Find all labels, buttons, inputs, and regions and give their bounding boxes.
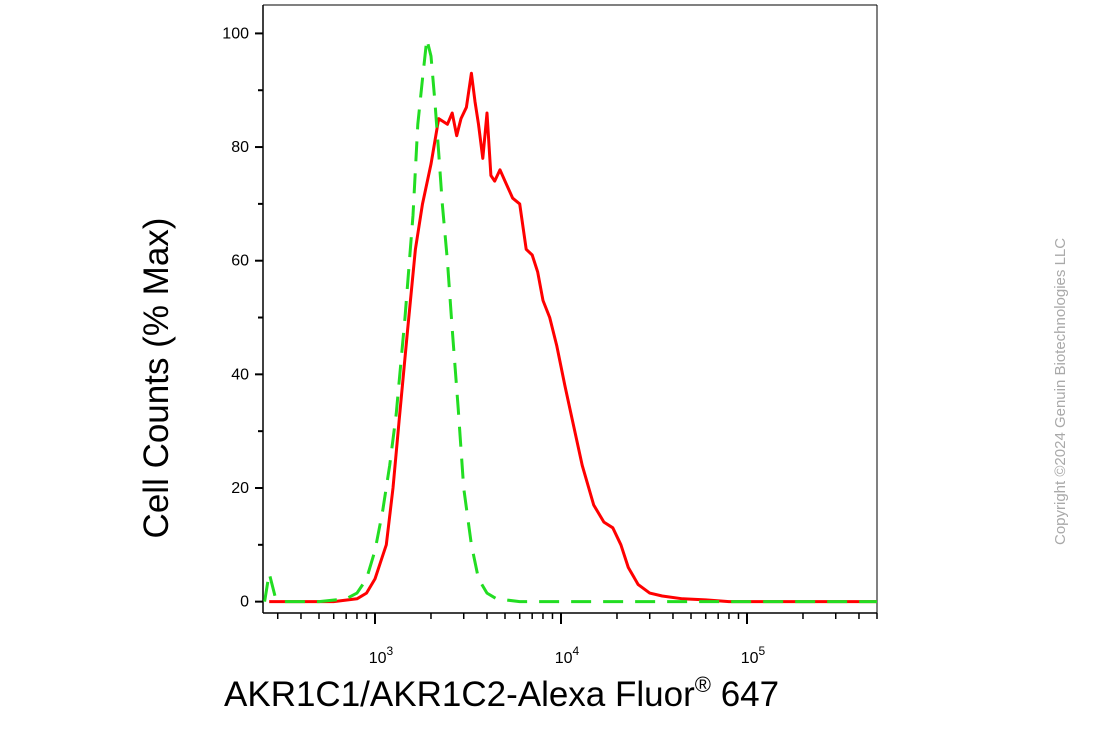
y-tick-label: 0 (240, 594, 249, 611)
x-tick-label: 104 (555, 644, 580, 667)
y-axis-title: Cell Counts (% Max) (137, 218, 176, 539)
y-axis-ticks: 0 20 40 60 80 100 (222, 25, 263, 611)
x-axis-title: AKR1C1/AKR1C2-Alexa Fluor® 647 (224, 672, 779, 714)
y-tick-label: 100 (222, 25, 249, 42)
axes-frame (262, 4, 878, 614)
x-axis-title-registered-mark: ® (695, 672, 711, 697)
x-tick-label: 105 (741, 644, 766, 667)
y-tick-label: 80 (231, 139, 249, 156)
series-line-1 (269, 71, 877, 604)
y-tick-label: 20 (231, 480, 249, 497)
x-axis-ticks: 103 104 105 (276, 613, 878, 667)
x-tick-label: 103 (369, 644, 394, 667)
y-tick-label: 60 (231, 253, 249, 270)
x-axis-title-main: AKR1C1/AKR1C2-Alexa Fluor (224, 675, 695, 714)
series-layer (263, 37, 877, 604)
series-line-2 (263, 37, 877, 604)
y-tick-label: 40 (231, 366, 249, 383)
x-axis-title-end: 647 (711, 675, 779, 714)
copyright-watermark: Copyright ©2024 Genuin Biotechnologies L… (1052, 237, 1069, 545)
